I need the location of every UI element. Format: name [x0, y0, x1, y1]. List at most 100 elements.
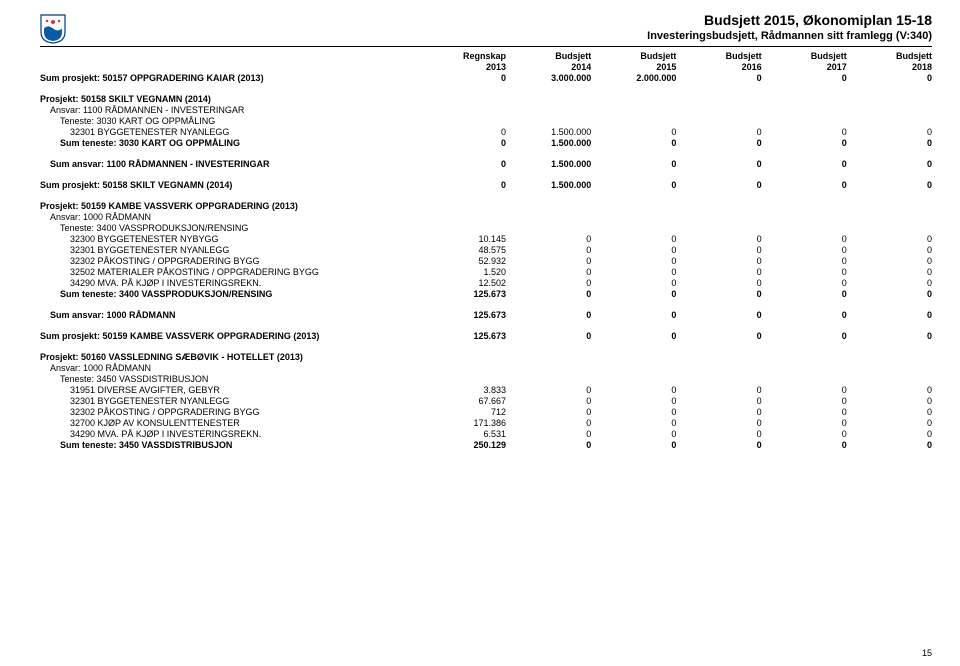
row-value: [676, 116, 761, 127]
row-value: 0: [591, 278, 676, 289]
row-value: 0: [506, 429, 591, 440]
row-value: 1.500.000: [506, 159, 591, 170]
row-value: [591, 363, 676, 374]
table-row: Prosjekt: 50158 SKILT VEGNAMN (2014): [40, 94, 932, 105]
row-value: 0: [591, 127, 676, 138]
col-header: 2014: [506, 62, 591, 73]
row-value: 0: [847, 278, 932, 289]
row-value: 0: [591, 331, 676, 342]
row-value: 0: [847, 180, 932, 191]
row-value: 0: [591, 138, 676, 149]
row-value: 171.386: [421, 418, 506, 429]
row-value: [676, 212, 761, 223]
row-value: 0: [847, 138, 932, 149]
row-value: 0: [591, 396, 676, 407]
row-value: 1.500.000: [506, 180, 591, 191]
row-value: [762, 223, 847, 234]
table-row: Ansvar: 1000 RÅDMANN: [40, 363, 932, 374]
row-value: [421, 94, 506, 105]
row-value: 0: [676, 396, 761, 407]
row-value: 0: [506, 256, 591, 267]
table-row: 32700 KJØP AV KONSULENTTENESTER171.38600…: [40, 418, 932, 429]
row-value: 0: [506, 278, 591, 289]
row-value: 0: [762, 234, 847, 245]
row-label: Sum teneste: 3450 VASSDISTRIBUSJON: [40, 440, 421, 451]
row-value: [421, 116, 506, 127]
row-value: 0: [591, 440, 676, 451]
row-value: 0: [506, 310, 591, 321]
report-subtitle: Investeringsbudsjett, Rådmannen sitt fra…: [647, 30, 932, 42]
table-row: [40, 170, 932, 180]
row-value: 0: [762, 278, 847, 289]
table-row: Ansvar: 1000 RÅDMANN: [40, 212, 932, 223]
row-value: 1.500.000: [506, 138, 591, 149]
row-value: 0: [847, 385, 932, 396]
table-row: Sum prosjekt: 50159 KAMBE VASSVERK OPPGR…: [40, 331, 932, 342]
row-value: [591, 374, 676, 385]
row-value: 0: [762, 256, 847, 267]
row-value: 0: [762, 138, 847, 149]
row-value: 0: [676, 180, 761, 191]
row-value: 0: [506, 267, 591, 278]
row-value: 0: [762, 245, 847, 256]
row-value: 0: [676, 278, 761, 289]
table-row: 32502 MATERIALER PÅKOSTING / OPPGRADERIN…: [40, 267, 932, 278]
row-value: 0: [591, 407, 676, 418]
row-value: [591, 223, 676, 234]
row-label: Sum ansvar: 1100 RÅDMANNEN - INVESTERING…: [40, 159, 421, 170]
table-row: Sum teneste: 3030 KART OG OPPMÅLING01.50…: [40, 138, 932, 149]
row-value: 3.000.000: [506, 73, 591, 84]
row-value: 0: [506, 331, 591, 342]
row-value: [506, 223, 591, 234]
row-value: 0: [676, 407, 761, 418]
row-label: 32301 BYGGETENESTER NYANLEGG: [40, 245, 421, 256]
row-value: 0: [762, 159, 847, 170]
row-value: 0: [421, 138, 506, 149]
row-value: 0: [676, 331, 761, 342]
row-label: Prosjekt: 50158 SKILT VEGNAMN (2014): [40, 94, 421, 105]
row-value: 1.520: [421, 267, 506, 278]
row-value: [591, 105, 676, 116]
row-value: 0: [676, 127, 761, 138]
row-value: [762, 212, 847, 223]
row-value: [591, 201, 676, 212]
col-header: 2016: [676, 62, 761, 73]
row-value: 0: [676, 289, 761, 300]
row-value: 0: [847, 289, 932, 300]
row-value: 0: [847, 256, 932, 267]
row-value: 0: [591, 245, 676, 256]
row-value: [762, 116, 847, 127]
row-value: 0: [591, 180, 676, 191]
row-label: Teneste: 3450 VASSDISTRIBUSJON: [40, 374, 421, 385]
row-value: 0: [506, 385, 591, 396]
row-value: 0: [847, 429, 932, 440]
row-value: 0: [676, 418, 761, 429]
row-value: 0: [762, 385, 847, 396]
row-value: 0: [676, 234, 761, 245]
col-header: Budsjett: [847, 51, 932, 62]
row-label: 32302 PÅKOSTING / OPPGRADERING BYGG: [40, 407, 421, 418]
row-value: 0: [421, 73, 506, 84]
report-title: Budsjett 2015, Økonomiplan 15-18: [647, 12, 932, 28]
row-value: 67.667: [421, 396, 506, 407]
row-value: [421, 363, 506, 374]
row-value: [421, 105, 506, 116]
table-row: Sum prosjekt: 50158 SKILT VEGNAMN (2014)…: [40, 180, 932, 191]
row-value: [676, 352, 761, 363]
row-value: [421, 212, 506, 223]
row-value: 48.575: [421, 245, 506, 256]
table-row: [40, 342, 932, 352]
row-value: 0: [762, 180, 847, 191]
logo-shield-icon: [40, 14, 66, 44]
row-value: 0: [421, 180, 506, 191]
col-header: Budsjett: [591, 51, 676, 62]
row-label: Sum prosjekt: 50159 KAMBE VASSVERK OPPGR…: [40, 331, 421, 342]
row-value: 0: [847, 440, 932, 451]
row-value: [762, 94, 847, 105]
table-row: Teneste: 3450 VASSDISTRIBUSJON: [40, 374, 932, 385]
table-row: Teneste: 3030 KART OG OPPMÅLING: [40, 116, 932, 127]
row-label: 32300 BYGGETENESTER NYBYGG: [40, 234, 421, 245]
table-row: Ansvar: 1100 RÅDMANNEN - INVESTERINGAR: [40, 105, 932, 116]
row-value: 0: [676, 138, 761, 149]
row-value: 6.531: [421, 429, 506, 440]
